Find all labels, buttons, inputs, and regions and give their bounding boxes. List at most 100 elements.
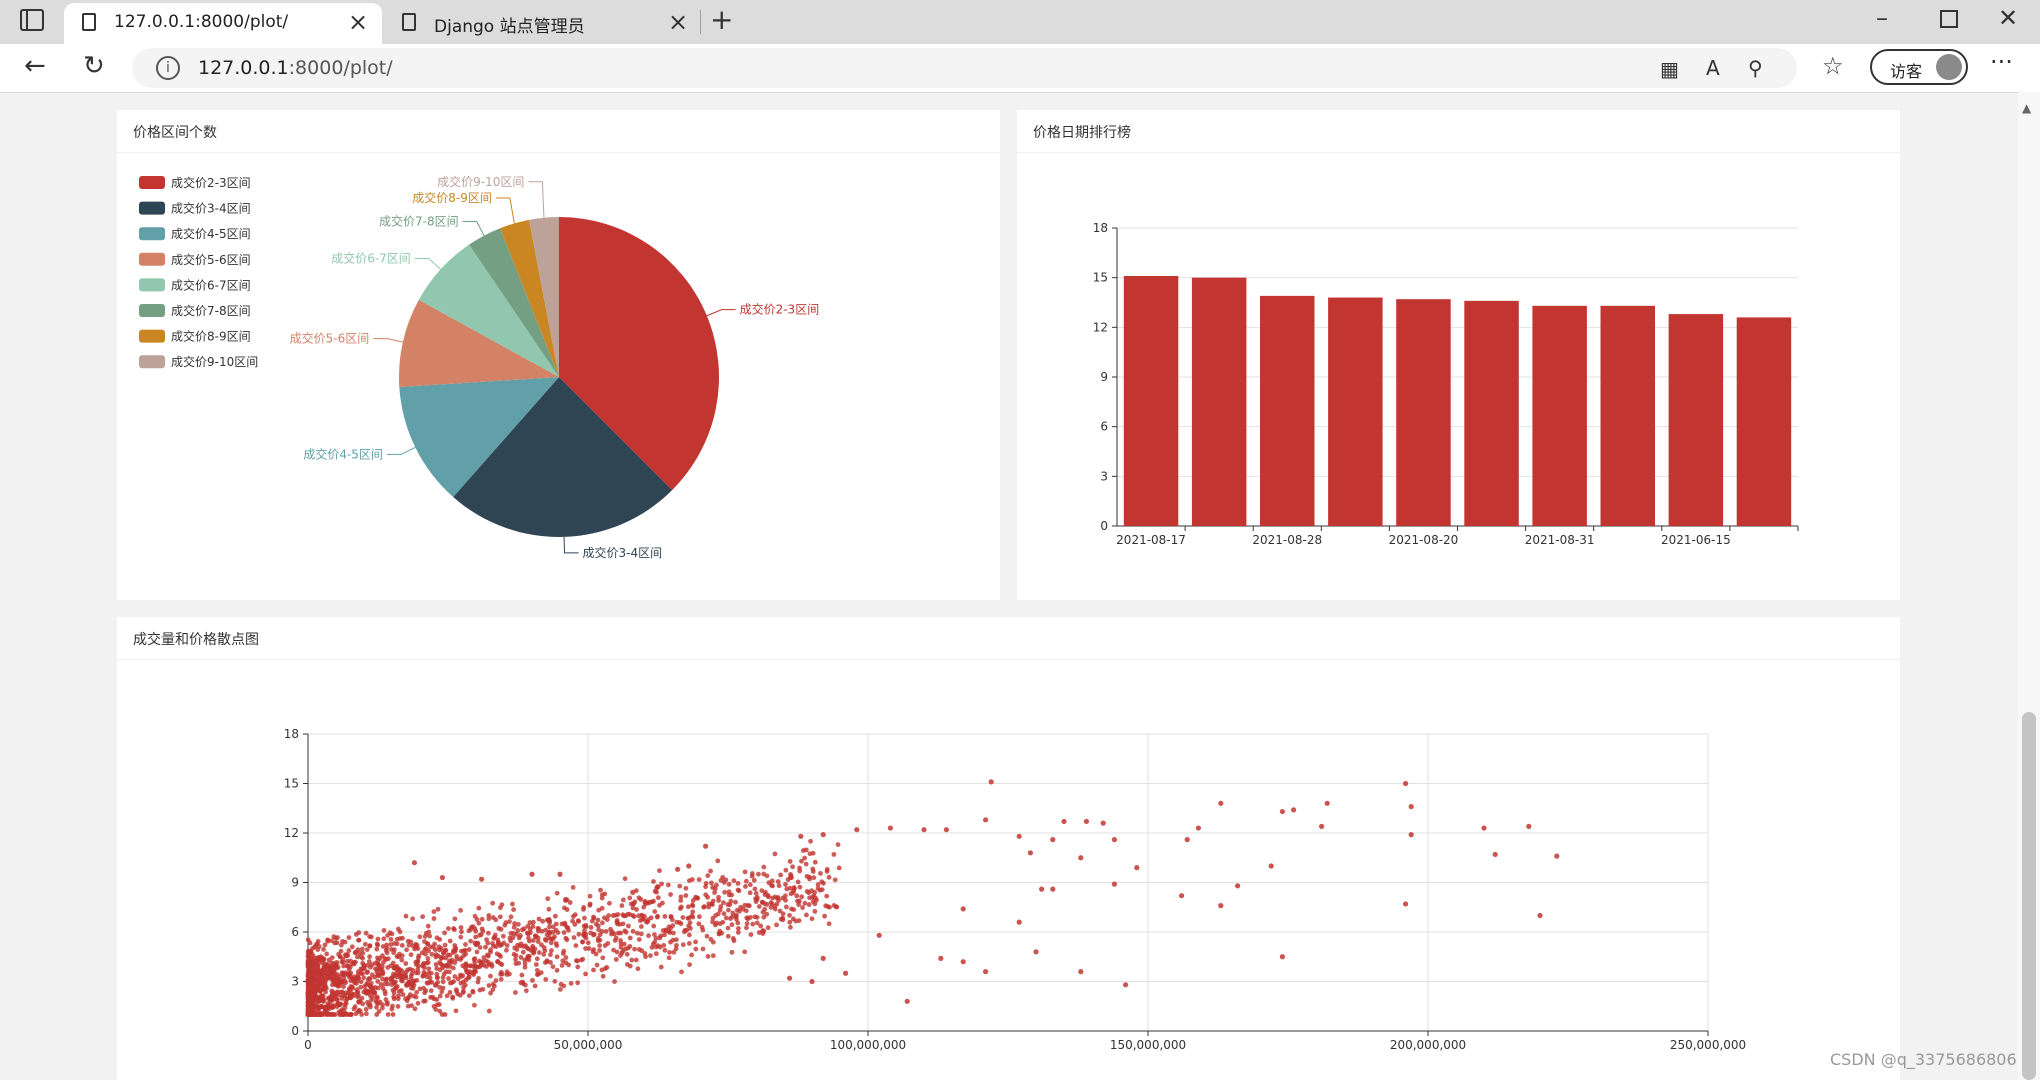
scatter-point <box>367 1002 373 1008</box>
scatter-point <box>493 917 499 923</box>
scatter-point <box>706 904 712 910</box>
scatter-point <box>343 953 349 959</box>
tab-plot[interactable]: 127.0.0.1:8000/plot/ × <box>64 3 382 44</box>
scatter-point <box>887 825 894 831</box>
scatter-point <box>481 955 487 960</box>
profile-button[interactable]: 访客 <box>1870 49 1968 85</box>
scatter-point <box>468 938 473 944</box>
scatter-point <box>677 906 683 911</box>
scatter-point <box>308 992 314 998</box>
scatter-point <box>392 964 398 970</box>
scatter-point <box>1111 837 1117 843</box>
scatter-point <box>449 980 455 985</box>
refresh-icon[interactable]: ↻ <box>83 51 105 81</box>
scatter-point <box>390 987 396 993</box>
scatter-point <box>595 923 601 929</box>
scatter-point <box>486 1008 492 1014</box>
scatter-point <box>479 916 485 922</box>
scatter-point <box>787 859 793 864</box>
scatter-point <box>597 943 603 948</box>
scatter-point <box>358 970 364 976</box>
scatter-point <box>544 959 550 964</box>
scatter-point <box>463 942 468 947</box>
scatter-point <box>726 907 731 913</box>
app-available-icon[interactable]: ▦ <box>1660 57 1679 81</box>
scatter-point <box>818 871 823 876</box>
scatter-point <box>321 986 327 992</box>
tab-django-admin[interactable]: Django 站点管理员 × <box>384 3 702 44</box>
pie-slice <box>559 217 720 491</box>
read-aloud-icon[interactable]: A <box>1706 56 1720 80</box>
scatter-point <box>431 916 437 921</box>
scatter-point <box>765 925 771 931</box>
back-icon[interactable]: ← <box>24 51 46 81</box>
scatter-point <box>826 921 832 927</box>
scatter-point <box>554 954 560 960</box>
scatter-point <box>499 962 505 968</box>
scatter-point <box>710 885 715 890</box>
close-tab-icon[interactable]: × <box>348 8 369 36</box>
scatter-point <box>312 955 317 961</box>
scatter-point <box>485 940 491 946</box>
scatter-point <box>657 868 662 874</box>
scroll-up-icon[interactable]: ▲ <box>2022 101 2032 115</box>
scatter-point <box>1218 800 1224 806</box>
scatter-point <box>735 926 741 931</box>
watermark: CSDN @q_3375686806 <box>1830 1050 2017 1069</box>
scatter-point <box>1195 825 1201 831</box>
pie-label: 成交价6-7区间 <box>331 251 411 266</box>
scatter-point <box>313 942 319 948</box>
scatter-point <box>564 907 570 912</box>
scatter-point <box>689 913 695 918</box>
scatter-point <box>666 924 672 930</box>
scatter-point <box>508 930 514 936</box>
scatter-point <box>341 963 347 969</box>
zoom-out-icon[interactable]: ⚲ <box>1748 56 1763 80</box>
scatter-point <box>651 879 656 884</box>
restore-icon[interactable] <box>1940 10 1958 28</box>
scatter-point <box>687 962 692 968</box>
scrollbar-thumb[interactable] <box>2022 712 2036 1080</box>
favorites-icon[interactable]: ☆ <box>1822 52 1844 80</box>
close-tab-icon[interactable]: × <box>668 8 689 36</box>
scatter-point <box>507 935 513 941</box>
scatter-point <box>518 954 524 960</box>
scatter-point <box>621 913 627 919</box>
pie-label: 成交价2-3区间 <box>740 302 820 317</box>
more-menu-icon[interactable]: ··· <box>1990 48 2013 76</box>
scatter-point <box>575 980 581 986</box>
scatter-point <box>843 970 849 976</box>
info-icon[interactable]: i <box>156 56 180 80</box>
scatter-point <box>651 923 657 929</box>
scatter-point <box>381 936 387 942</box>
scatter-point <box>389 1006 395 1012</box>
scatter-point <box>354 954 360 960</box>
scatter-point <box>557 987 563 992</box>
close-window-icon[interactable]: ✕ <box>1998 4 2019 32</box>
scatter-point <box>1408 832 1414 838</box>
scatter-point <box>358 966 364 972</box>
scatter-point <box>446 976 451 981</box>
scatter-point <box>800 905 805 910</box>
scatter-point <box>629 957 635 963</box>
bar <box>1600 305 1655 526</box>
new-tab-icon[interactable]: + <box>710 3 734 36</box>
scatter-point <box>752 886 758 892</box>
scatter-point <box>652 932 657 938</box>
scatter-point <box>363 1006 369 1012</box>
scatter-point <box>493 978 499 983</box>
address-bar[interactable]: i 127.0.0.1:8000/plot/ ▦ A ⚲ <box>132 48 1797 88</box>
scatter-point <box>568 980 574 986</box>
url-text[interactable]: 127.0.0.1:8000/plot/ <box>198 57 393 79</box>
scatter-point <box>512 990 518 995</box>
scatter-point <box>790 864 795 870</box>
scatter-point <box>355 989 361 995</box>
tab-actions-icon[interactable] <box>20 9 44 31</box>
scatter-point <box>742 869 748 875</box>
scatter-point <box>341 984 346 990</box>
scatter-point <box>799 894 805 900</box>
legend-label: 成交价2-3区间 <box>171 175 251 190</box>
minimize-icon[interactable]: – <box>1876 4 1888 32</box>
scatter-point <box>485 930 491 936</box>
scatter-point <box>433 952 439 957</box>
